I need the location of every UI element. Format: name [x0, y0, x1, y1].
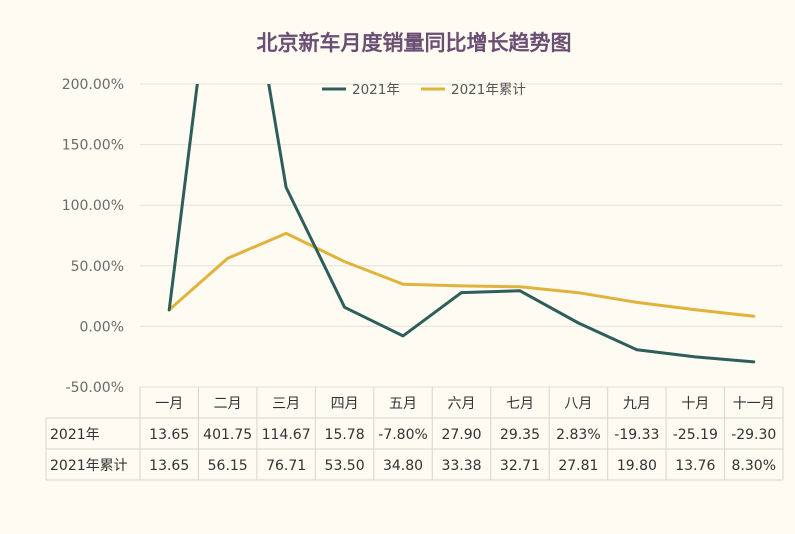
y-tick-label: 50.00% — [71, 259, 124, 275]
x-tick-label: 六月 — [448, 396, 476, 412]
chart-title: 北京新车月度销量同比增长趋势图 — [257, 31, 572, 55]
data-label: 15.78 — [325, 427, 365, 443]
data-label: 13.76 — [675, 458, 715, 474]
y-tick-label: 200.00% — [62, 77, 124, 93]
x-tick-label: 十一月 — [733, 396, 775, 412]
x-tick-label: 七月 — [506, 396, 534, 412]
x-tick-label: 四月 — [331, 396, 359, 412]
data-label: -29.30 — [731, 427, 776, 443]
table-row-header: 2021年 — [50, 427, 100, 443]
y-tick-label: -50.00% — [66, 380, 124, 396]
data-label: -19.33 — [614, 427, 659, 443]
data-label: 53.50 — [325, 458, 365, 474]
x-tick-label: 一月 — [155, 396, 183, 412]
data-label: 8.30% — [732, 458, 776, 474]
y-tick-label: 150.00% — [62, 138, 124, 154]
x-tick-label: 十月 — [681, 396, 709, 412]
y-tick-label: 0.00% — [80, 319, 124, 335]
data-label: 401.75 — [203, 427, 252, 443]
legend-label-2021: 2021年 — [352, 82, 400, 98]
gridlines — [140, 83, 783, 388]
plot-lines — [167, 84, 756, 364]
data-label: 76.71 — [266, 458, 306, 474]
data-label: 29.35 — [500, 427, 540, 443]
data-label: 56.15 — [208, 458, 248, 474]
y-tick-label: 100.00% — [62, 198, 124, 214]
data-label: 13.65 — [149, 458, 189, 474]
x-tick-label: 九月 — [623, 396, 651, 412]
data-label: 13.65 — [149, 427, 189, 443]
series-line-2021-cumulative — [167, 231, 756, 318]
data-label: 2.83% — [556, 427, 600, 443]
data-label: -7.80% — [378, 427, 428, 443]
legend: 2021年 2021年累计 — [322, 82, 526, 98]
legend-label-2021-cumulative: 2021年累计 — [451, 82, 526, 98]
y-axis-ticks: 200.00% 150.00% 100.00% 50.00% 0.00% -50.00% — [62, 77, 124, 396]
x-tick-label: 三月 — [272, 396, 300, 412]
data-label: -25.19 — [673, 427, 718, 443]
data-label: 34.80 — [383, 458, 423, 474]
x-tick-label: 八月 — [564, 396, 592, 412]
data-table: 一月 二月 三月 四月 五月 六月 七月 八月 九月 十月 十一月 2021年 13.65 401.75 1… — [45, 387, 784, 481]
x-tick-label: 五月 — [389, 396, 417, 412]
series-line-2021 — [167, 84, 756, 364]
table-row-header: 2021年累计 — [50, 458, 128, 474]
data-label: 27.81 — [558, 458, 598, 474]
data-label: 27.90 — [441, 427, 481, 443]
x-tick-label: 二月 — [214, 396, 242, 412]
data-label: 33.38 — [441, 458, 481, 474]
data-label: 19.80 — [617, 458, 657, 474]
data-label: 114.67 — [262, 427, 311, 443]
data-label: 32.71 — [500, 458, 540, 474]
